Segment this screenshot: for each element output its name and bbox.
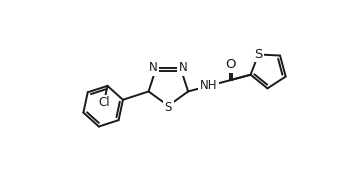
Text: S: S	[165, 101, 172, 114]
Text: N: N	[149, 61, 157, 74]
Text: N: N	[179, 61, 188, 74]
Text: NH: NH	[200, 79, 218, 92]
Text: O: O	[226, 58, 236, 71]
Text: Cl: Cl	[98, 96, 110, 109]
Text: S: S	[254, 48, 263, 61]
